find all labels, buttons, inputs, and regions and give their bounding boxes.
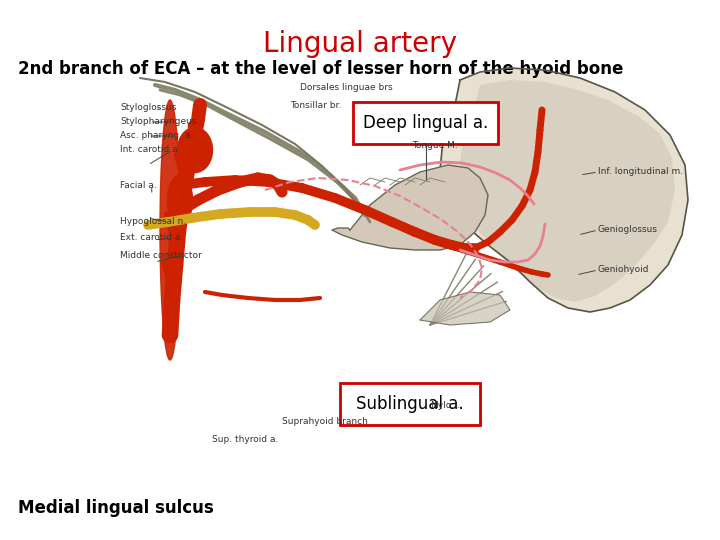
Text: Sup. thyroid a.: Sup. thyroid a. — [212, 435, 278, 444]
Text: Deep lingual a.: Deep lingual a. — [363, 114, 488, 132]
Text: Mylo...: Mylo... — [430, 401, 460, 409]
Text: Sublingual a.: Sublingual a. — [356, 395, 464, 413]
Text: Facial a.: Facial a. — [120, 180, 157, 190]
Ellipse shape — [178, 127, 212, 172]
Text: Ext. carotid a.: Ext. carotid a. — [120, 233, 183, 242]
Text: Int. carotid a.: Int. carotid a. — [120, 145, 181, 154]
Text: Geniohyoid: Geniohyoid — [598, 266, 649, 274]
Text: Asc. pharyng. a.: Asc. pharyng. a. — [120, 132, 193, 140]
Polygon shape — [458, 80, 675, 302]
Bar — [353, 102, 498, 144]
Bar — [118, 74, 693, 492]
Text: 2nd branch of ECA – at the level of lesser horn of the hyoid bone: 2nd branch of ECA – at the level of less… — [18, 60, 624, 78]
Text: Middle constrictor: Middle constrictor — [120, 251, 202, 260]
Polygon shape — [440, 68, 688, 312]
Text: Styloglossus: Styloglossus — [120, 104, 176, 112]
Ellipse shape — [168, 175, 192, 225]
Text: Tongue M.: Tongue M. — [412, 140, 458, 150]
Text: Lingual artery: Lingual artery — [263, 30, 457, 58]
Bar — [340, 383, 480, 425]
Polygon shape — [155, 85, 370, 222]
Polygon shape — [420, 292, 510, 325]
Text: Hypoglossal n.: Hypoglossal n. — [120, 218, 186, 226]
Text: Genioglossus: Genioglossus — [598, 226, 658, 234]
Text: Medial lingual sulcus: Medial lingual sulcus — [18, 499, 214, 517]
Polygon shape — [332, 165, 488, 250]
Text: Suprahyoid branch: Suprahyoid branch — [282, 417, 368, 427]
Text: Stylopharyngeus: Stylopharyngeus — [120, 118, 197, 126]
Text: Dorsales linguae brs: Dorsales linguae brs — [300, 84, 392, 92]
Ellipse shape — [160, 100, 180, 360]
Text: Inf. longitudinal m.: Inf. longitudinal m. — [598, 167, 683, 177]
Text: Tonsillar br.: Tonsillar br. — [290, 100, 341, 110]
